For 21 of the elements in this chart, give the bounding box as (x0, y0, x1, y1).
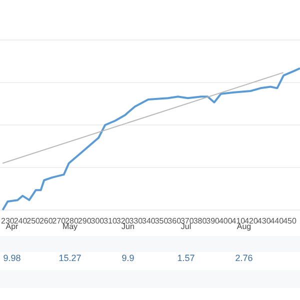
text: 9.9 (122, 253, 134, 263)
x-tick-label: 260 (39, 216, 54, 226)
x-tick-label: 290 (78, 216, 92, 226)
text: Jul (180, 222, 192, 231)
text: 9.98 (3, 253, 21, 263)
text: 1.57 (177, 253, 195, 263)
x-tick-label: 310 (104, 216, 118, 226)
text: 15.27 (58, 253, 82, 263)
text: 2.76 (235, 253, 253, 263)
x-tick-label: 400 (218, 216, 233, 226)
x-tick-label: 450 (283, 216, 297, 226)
x-tick-label: 360 (168, 216, 182, 226)
x-tick-label: 380 (193, 216, 208, 226)
text: May (62, 222, 78, 231)
x-tick-label: 440 (270, 216, 284, 226)
x-tick-label: 340 (142, 216, 156, 226)
x-tick-label: 390 (206, 216, 220, 226)
x-tick-label: 250 (26, 216, 41, 226)
x-tick-label: 350 (154, 216, 169, 226)
x-tick-label: 430 (257, 216, 272, 226)
x-tick-label: 300 (90, 216, 105, 226)
